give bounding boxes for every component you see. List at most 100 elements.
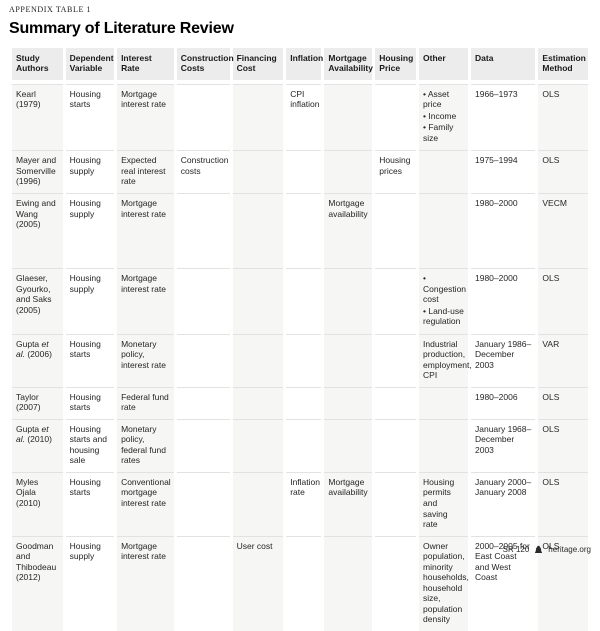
table-cell: Housing supply (65, 150, 115, 193)
table-cell (375, 535, 417, 631)
table-cell: Housing starts (65, 83, 115, 151)
table-cell: Myles Ojala (2010) (12, 471, 63, 536)
table-cell (375, 471, 417, 536)
table-cell: Glaeser, Gyourko, and Saks (2005) (12, 267, 63, 334)
table-cell (286, 535, 322, 631)
table-cell: Construction costs (176, 150, 230, 193)
footer-site-link[interactable]: heritage.org (548, 545, 591, 554)
table-cell: Mortgage interest rate (117, 267, 174, 334)
table-cell (375, 386, 417, 419)
table-cell (324, 535, 373, 631)
table-cell (286, 267, 322, 334)
table-cell: OLS (538, 418, 588, 472)
page-title: Summary of Literature Review (9, 20, 234, 37)
table-cell: • Asset price • Income • Family size (419, 83, 468, 151)
table-cell: Monetary policy, interest rate (117, 333, 174, 387)
table-cell: Owner population, minority households, h… (419, 535, 469, 631)
table-cell (232, 471, 284, 536)
table-row: Gupta et al. (2010) Housing starts and ho… (12, 418, 588, 472)
table-row: Taylor (2007) Housing starts Federal fund … (12, 386, 588, 419)
table-cell: Housing supply (65, 192, 115, 268)
column-header: Interest Rate (117, 48, 174, 84)
table-cell: Housing permits and saving rate (419, 471, 468, 536)
table-cell (176, 386, 230, 419)
report-page: APPENDIX TABLE 1 Summary of Literature R… (9, 5, 591, 625)
table-cell (324, 83, 373, 151)
table-cell: OLS (538, 267, 588, 334)
table-cell: Gupta et al. (2006) (12, 333, 63, 387)
heritage-logo-icon (534, 545, 543, 554)
table-cell: Mortgage interest rate (117, 192, 174, 268)
table-cell: User cost (232, 535, 284, 631)
table-cell: Mortgage interest rate (117, 83, 174, 151)
literature-review-table: Study Authors Dependent Variable Interest … (9, 48, 591, 631)
table-cell: January 1986–December 2003 (471, 333, 536, 387)
table-cell: Housing starts and housing sale (65, 418, 115, 472)
table-cell (419, 192, 468, 268)
table-cell (176, 471, 230, 536)
table-cell: January 1968–December 2003 (471, 418, 536, 472)
column-header: Study Authors (12, 48, 63, 84)
table-cell (286, 192, 322, 268)
table-cell (375, 333, 417, 387)
table-cell (176, 267, 230, 334)
table-cell (324, 386, 373, 419)
table-cell (419, 418, 468, 472)
table-cell: CPI inflation (286, 83, 322, 151)
table-cell: Industrial production, employment, CPI (419, 333, 472, 387)
table-cell (232, 83, 284, 151)
table-cell (286, 386, 322, 419)
table-cell (176, 192, 230, 268)
table-cell: OLS (538, 150, 588, 193)
table-cell (324, 333, 373, 387)
table-cell: Kearl (1979) (12, 83, 63, 151)
table-cell (286, 418, 322, 472)
table-cell: VECM (538, 192, 588, 268)
table-row: Glaeser, Gyourko, and Saks (2005) Housing… (12, 267, 588, 334)
bullet-item: • Asset price (423, 88, 450, 110)
table-cell: VAR (538, 333, 588, 387)
table-cell (232, 418, 284, 472)
table-cell: Housing starts (65, 471, 115, 536)
table-cell: 1980–2000 (471, 267, 536, 334)
bullet-item: • Family size (423, 122, 454, 143)
column-header: Estimation Method (538, 48, 588, 84)
table-cell: OLS (538, 386, 588, 419)
table-cell (176, 535, 230, 631)
column-header: Housing Price (375, 48, 417, 84)
table-row: Ewing and Wang (2005) Housing supply Mortg… (12, 192, 588, 268)
table-cell: 1966–1973 (471, 83, 536, 151)
bullet-item: • Land-use regulation (423, 305, 464, 327)
column-header: Inflation (286, 48, 323, 84)
table-cell (286, 333, 322, 387)
table-cell (232, 192, 284, 268)
table-cell: Gupta et al. (2010) (12, 418, 63, 472)
table-row: Goodman and Thibodeau (2012) Housing supp… (12, 535, 588, 631)
table-cell (324, 267, 373, 334)
table-cell: Conventional mortgage interest rate (117, 471, 174, 536)
table-cell (375, 192, 417, 268)
column-header: Construction Costs (176, 48, 234, 84)
table-cell: Housing starts (65, 386, 115, 419)
column-header: Mortgage Availability (324, 48, 373, 84)
table-cell: Housing starts (65, 333, 115, 387)
table-cell: 1980–2000 (471, 192, 536, 268)
table-cell: Monetary policy, federal fund rates (117, 418, 174, 472)
table-cell (232, 150, 284, 193)
table-cell: Mortgage availability (324, 192, 373, 268)
table-cell: Mortgage interest rate (117, 535, 174, 631)
bullet-item: • Income (423, 110, 457, 121)
table-row: Kearl (1979) Housing starts Mortgage inter… (12, 83, 588, 151)
table-cell: Housing prices (375, 150, 417, 193)
table-cell: OLS (538, 471, 588, 536)
bullet-item: • Congestion cost (423, 272, 467, 305)
table-cell (232, 333, 284, 387)
table-cell (232, 386, 284, 419)
table-cell (176, 418, 230, 472)
page-footer: SR 120 heritage.org (503, 545, 591, 554)
table-cell (375, 267, 417, 334)
table-row: Mayer and Somerville (1996) Housing suppl… (12, 150, 588, 193)
table-cell (419, 386, 468, 419)
table-cell: Taylor (2007) (12, 386, 63, 419)
table-cell: Expected real interest rate (117, 150, 174, 193)
